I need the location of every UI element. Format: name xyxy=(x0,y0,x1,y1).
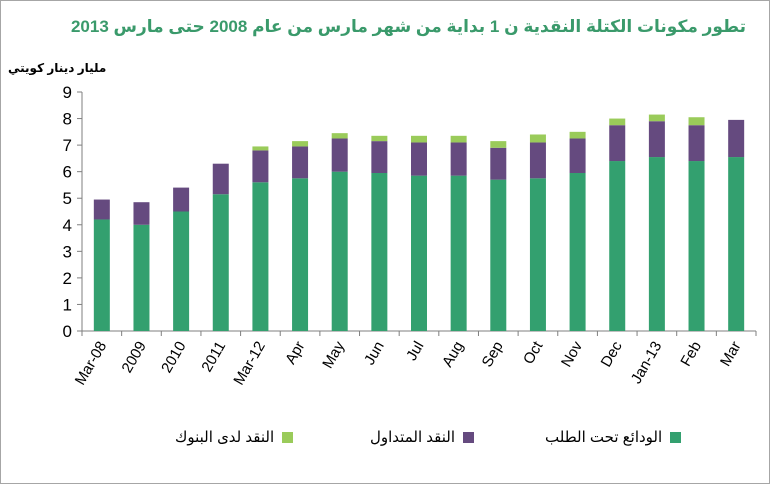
y-tick-label: 4 xyxy=(63,216,72,235)
x-tick-label: Apr xyxy=(282,338,308,367)
legend-swatch-currency-in-circulation xyxy=(463,431,475,443)
bar-segment-currency-in-circulation xyxy=(252,150,269,183)
bar-segment-currency-in-circulation xyxy=(331,138,348,172)
bar-segment-currency-in-circulation xyxy=(173,187,190,212)
bar-segment-demand-deposits xyxy=(212,194,229,331)
bar-segment-currency-in-circulation xyxy=(728,119,745,158)
bar-segment-cash-at-banks xyxy=(371,135,388,142)
legend-swatch-cash-at-banks xyxy=(282,431,294,443)
bar-segment-demand-deposits xyxy=(728,157,745,331)
legend-label-demand-deposits: الودائع تحت الطلب xyxy=(545,429,663,446)
bar-segment-demand-deposits xyxy=(133,224,150,331)
legend-item-demand-deposits: الودائع تحت الطلب xyxy=(545,428,682,446)
bar-segment-currency-in-circulation xyxy=(292,146,309,179)
x-tick-label: Feb xyxy=(677,339,705,370)
bar-segment-cash-at-banks xyxy=(569,131,586,139)
bar-segment-currency-in-circulation xyxy=(93,199,110,220)
x-tick-label: 2009 xyxy=(119,339,150,376)
bar-segment-demand-deposits xyxy=(569,172,586,331)
legend-item-currency-in-circulation: النقد المتداول xyxy=(370,428,475,446)
x-tick-label: 2011 xyxy=(198,339,229,375)
x-tick-label: Oct xyxy=(520,338,547,367)
bar-segment-cash-at-banks xyxy=(411,135,427,143)
x-tick-label: Jan-13 xyxy=(628,339,666,387)
bar-segment-demand-deposits xyxy=(371,172,388,331)
bar-segment-demand-deposits xyxy=(93,219,110,331)
chart-legend: الودائع تحت الطلب النقد المتداول النقد ل… xyxy=(0,428,770,452)
bar-segment-currency-in-circulation xyxy=(450,142,467,176)
x-tick-label: Mar xyxy=(717,339,745,370)
bar-segment-demand-deposits xyxy=(688,161,705,331)
y-tick-label: 9 xyxy=(63,83,72,102)
bar-segment-demand-deposits xyxy=(411,175,427,331)
bar-segment-cash-at-banks xyxy=(292,141,309,147)
y-tick-label: 3 xyxy=(63,242,72,261)
y-tick-label: 5 xyxy=(63,189,72,208)
bar-segment-cash-at-banks xyxy=(252,146,269,151)
y-tick-label: 0 xyxy=(63,322,72,341)
x-tick-label: Nov xyxy=(558,338,586,370)
legend-label-currency-in-circulation: النقد المتداول xyxy=(370,429,456,446)
bar-segment-currency-in-circulation xyxy=(490,147,507,180)
y-axis-unit-label: مليار دينار كويتي xyxy=(8,61,107,75)
bar-segment-currency-in-circulation xyxy=(212,163,229,195)
x-tick-label: 2010 xyxy=(158,339,189,376)
bar-segment-demand-deposits xyxy=(292,178,309,331)
y-tick-label: 6 xyxy=(63,163,72,182)
bar-segment-demand-deposits xyxy=(450,175,467,331)
bar-segment-currency-in-circulation xyxy=(609,125,626,162)
bar-segment-cash-at-banks xyxy=(609,118,626,126)
bar-segment-currency-in-circulation xyxy=(569,138,586,173)
bar-segment-demand-deposits xyxy=(331,171,348,331)
bar-segment-demand-deposits xyxy=(648,157,665,331)
bar-segment-demand-deposits xyxy=(529,178,546,331)
x-tick-label: Jun xyxy=(361,339,388,368)
bar-segment-currency-in-circulation xyxy=(688,125,705,162)
bar-segment-demand-deposits xyxy=(252,182,269,331)
bar-segment-currency-in-circulation xyxy=(133,202,150,225)
bar-segment-cash-at-banks xyxy=(529,134,546,143)
y-tick-label: 7 xyxy=(63,136,72,155)
y-tick-label: 1 xyxy=(63,295,72,314)
bar-segment-cash-at-banks xyxy=(450,135,467,143)
x-tick-label: Dec xyxy=(598,338,626,370)
x-tick-label: Mar-08 xyxy=(72,339,110,389)
bar-segment-cash-at-banks xyxy=(648,114,665,122)
bar-segment-cash-at-banks xyxy=(688,117,705,126)
x-tick-label: Aug xyxy=(439,339,467,371)
bar-segment-cash-at-banks xyxy=(331,133,348,139)
bar-segment-demand-deposits xyxy=(173,211,190,331)
bar-segment-currency-in-circulation xyxy=(529,142,546,179)
legend-label-cash-at-banks: النقد لدى البنوك xyxy=(175,429,275,446)
legend-swatch-demand-deposits xyxy=(670,431,682,443)
x-tick-label: May xyxy=(319,338,348,371)
bar-segment-currency-in-circulation xyxy=(371,141,388,173)
x-tick-label: Mar-12 xyxy=(230,339,268,389)
chart-title: تطور مكونات الكتلة النقدية ن 1 بداية من … xyxy=(70,17,746,36)
bar-segment-demand-deposits xyxy=(609,161,626,331)
y-tick-label: 8 xyxy=(63,110,72,129)
bar-segment-demand-deposits xyxy=(490,179,507,331)
bar-segment-currency-in-circulation xyxy=(411,142,427,176)
x-tick-label: Sep xyxy=(479,339,507,371)
bar-segment-cash-at-banks xyxy=(490,141,507,148)
legend-item-cash-at-banks: النقد لدى البنوك xyxy=(175,428,294,446)
y-tick-label: 2 xyxy=(63,269,72,288)
x-tick-label: Jul xyxy=(403,339,427,364)
bar-segment-currency-in-circulation xyxy=(648,121,665,158)
